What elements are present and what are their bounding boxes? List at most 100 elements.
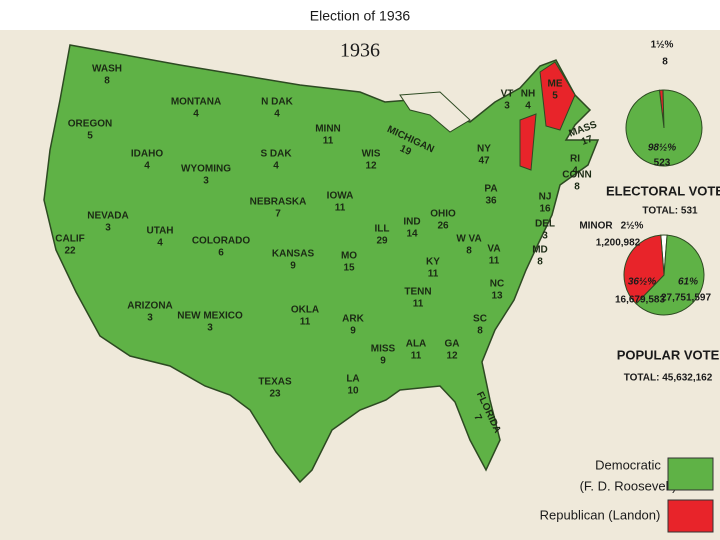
state-name: WYOMING <box>181 164 231 175</box>
slice-votes: 1,200,982 <box>596 238 641 249</box>
popular-total: TOTAL: 45,632,162 <box>624 373 713 384</box>
state-name: RI <box>570 154 580 165</box>
state-label: ME5 <box>548 79 563 102</box>
state-votes: 4 <box>572 166 578 177</box>
slice-votes: 27,751,597 <box>661 293 711 304</box>
state-votes: 11 <box>428 269 439 280</box>
state-name: N DAK <box>261 97 293 108</box>
state-votes: 4 <box>274 109 280 120</box>
state-votes: 5 <box>87 131 93 142</box>
state-label: MD8 <box>532 245 548 268</box>
electoral-total: TOTAL: 531 <box>642 206 698 217</box>
state-name: NEBRASKA <box>250 197 307 208</box>
slice-percent: 36½% <box>628 277 656 288</box>
state-name: OREGON <box>68 119 112 130</box>
state-name: GA <box>445 339 460 350</box>
great-lakes <box>399 91 471 133</box>
state-name: MISS <box>371 344 396 355</box>
popular-title: POPULAR VOTE <box>617 347 720 362</box>
pie-charts: 1½% 8 98½% 523 MINOR 2½% 1,200,982 61% 27,751,59… <box>579 40 711 316</box>
state-votes: 11 <box>323 136 334 147</box>
state-votes: 11 <box>335 203 346 214</box>
maine-shape <box>539 61 576 131</box>
state-name: IOWA <box>327 191 354 202</box>
state-votes: 22 <box>64 246 76 257</box>
slice-percent: 98½% <box>648 143 676 154</box>
state-name: NH <box>521 89 535 100</box>
state-votes: 5 <box>552 91 558 102</box>
state-votes: 8 <box>104 76 110 87</box>
state-votes: 13 <box>491 291 503 302</box>
state-name: DEL <box>535 219 555 230</box>
us-outline <box>43 44 600 484</box>
state-name: KANSAS <box>272 249 315 260</box>
legend-sublabel: (F. D. Roosevelt) <box>580 478 677 493</box>
state-votes: 3 <box>207 323 213 334</box>
state-votes: 17 <box>580 134 595 148</box>
state-name: IND <box>403 217 420 228</box>
state-labels: WASH8OREGON5CALIF22NEVADA3IDAHO4MONTANA4… <box>55 64 598 435</box>
state-name: ARK <box>342 314 364 325</box>
electoral-title: ELECTORAL VOTE <box>606 183 720 198</box>
state-name: MO <box>341 251 357 262</box>
state-name: TEXAS <box>258 377 292 388</box>
state-votes: 11 <box>489 256 500 267</box>
state-name: KY <box>426 257 440 268</box>
pie-slice <box>625 89 703 167</box>
state-label: RI4 <box>570 154 580 177</box>
state-votes: 11 <box>300 317 311 328</box>
state-name: LA <box>346 374 359 385</box>
state-name: SC <box>473 314 487 325</box>
state-votes: 29 <box>376 236 388 247</box>
state-name: UTAH <box>146 226 173 237</box>
state-name: WIS <box>362 149 381 160</box>
state-name: NEW MEXICO <box>177 311 243 322</box>
state-name: MINN <box>315 124 341 135</box>
state-name: ILL <box>375 224 390 235</box>
state-votes: 14 <box>406 229 418 240</box>
state-name: NY <box>477 144 491 155</box>
state-label: SC8 <box>473 314 487 337</box>
state-votes: 8 <box>466 246 472 257</box>
state-name: NEVADA <box>87 211 128 222</box>
state-name: CALIF <box>55 234 84 245</box>
state-votes: 11 <box>413 299 424 310</box>
state-name: ALA <box>406 339 427 350</box>
state-name: WASH <box>92 64 122 75</box>
state-name: S DAK <box>260 149 292 160</box>
state-votes: 4 <box>157 238 163 249</box>
state-votes: 6 <box>218 248 224 259</box>
state-votes: 7 <box>471 413 484 423</box>
state-votes: 3 <box>203 176 209 187</box>
state-name: CONN <box>562 170 591 181</box>
state-name: NJ <box>539 192 552 203</box>
state-name: PA <box>484 184 497 195</box>
page-title: Election of 1936 <box>310 8 411 24</box>
state-votes: 4 <box>144 161 150 172</box>
